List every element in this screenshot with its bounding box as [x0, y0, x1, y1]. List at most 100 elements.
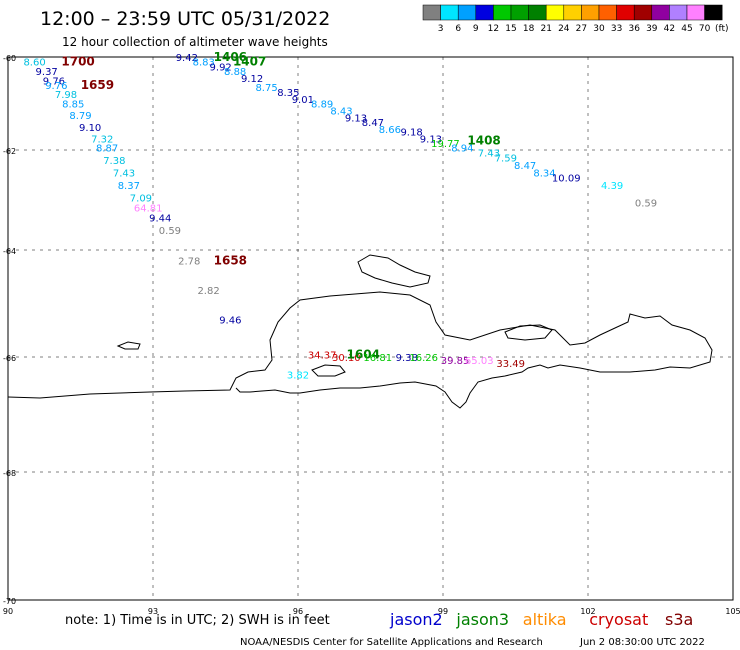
color-scale-tick: 21 [540, 24, 551, 34]
wave-height-value: 9.13 [345, 113, 367, 124]
footer-note: note: 1) Time is in UTC; 2) SWH is in fe… [65, 613, 330, 628]
coastline [7, 254, 713, 409]
track-time-label: 1406 [214, 50, 247, 64]
track-time-label: 1407 [233, 55, 266, 69]
wave-height-value: 9.10 [79, 123, 101, 134]
wave-height-value: 7.38 [103, 156, 125, 167]
wave-height-value: 9.92 [210, 62, 232, 73]
wave-height-value: 8.94 [451, 144, 473, 155]
footer-credit: NOAA/NESDIS Center for Satellite Applica… [240, 637, 543, 648]
color-scale-swatch [704, 4, 723, 21]
map-title: 12:00 – 23:59 UTC 05/31/2022 [40, 8, 330, 30]
wave-height-value: 8.88 [224, 67, 246, 78]
wave-height-value: 8.66 [379, 125, 401, 136]
color-scale-tick: 24 [558, 24, 570, 34]
wave-height-value: 9.12 [241, 74, 263, 85]
wave-height-value: 0.59 [159, 226, 181, 237]
wave-height-value: 10.09 [552, 174, 581, 185]
color-scale-tick: 42 [664, 24, 675, 34]
latitude-label: -62 [3, 147, 16, 156]
wave-height-value: 8.37 [118, 181, 140, 192]
longitude-label: 90 [3, 607, 13, 616]
wave-height-value: 64.81 [134, 204, 163, 215]
legend-entry: s3a [665, 610, 693, 629]
color-scale-swatch [457, 4, 477, 21]
wave-height-value: 8.75 [255, 83, 277, 94]
wave-height-value: 8.89 [311, 100, 333, 111]
coastline-island-4 [311, 364, 346, 377]
color-scale-unit: (ft) [715, 24, 729, 34]
latitude-label: -70 [3, 597, 16, 606]
color-scale-tick: 12 [488, 24, 499, 34]
legend-entry: cryosat [589, 610, 648, 629]
wave-height-value: 7.09 [130, 194, 152, 205]
footer-timestamp: Jun 2 08:30:00 UTC 2022 [579, 637, 705, 648]
wave-height-value: 2.78 [178, 257, 200, 268]
wave-height-value: 33.49 [496, 359, 525, 370]
coastline-island-3 [116, 341, 141, 350]
coastline-island-1 [357, 254, 431, 288]
wave-height-value: 4.39 [601, 181, 623, 192]
wave-height-value: 8.47 [362, 118, 384, 129]
color-scale-swatch [545, 4, 565, 21]
legend-entry: jason2 [389, 610, 443, 629]
wave-height-value: 9.46 [219, 316, 241, 327]
wave-height-value: 8.79 [69, 111, 91, 122]
wave-height-value: 9.44 [149, 214, 171, 225]
latitude-label: -60 [3, 54, 16, 63]
color-scale-bar: 3 6 9 12 15 18 21 24 27 30 33 36 39 42 45 70 [422, 4, 723, 34]
color-scale-swatch [510, 4, 529, 21]
wave-height-value: 16.26 [409, 353, 438, 364]
wave-height-value: 3.82 [287, 370, 309, 381]
longitude-label: 93 [148, 607, 158, 616]
color-scale-swatch [686, 4, 705, 21]
coastline-main [7, 291, 713, 409]
wave-height-value: 39.85 [441, 356, 470, 367]
color-scale-tick: 33 [611, 24, 622, 34]
wave-height-value: 8.47 [514, 161, 536, 172]
color-scale-tick: 18 [523, 24, 535, 34]
wave-height-value: 16.81 [363, 353, 392, 364]
wave-height-value: 7.32 [91, 134, 113, 145]
track-time-label: 1700 [61, 55, 94, 69]
wave-height-value: 9.18 [400, 127, 422, 138]
wave-height-value: 0.59 [635, 199, 657, 210]
wave-height-value: 9.76 [45, 81, 67, 92]
legend-entry: jason3 [455, 610, 509, 629]
map-subtitle: 12 hour collection of altimeter wave hei… [62, 35, 328, 49]
wave-height-value: 7.98 [55, 90, 77, 101]
color-scale-tick: 36 [628, 24, 640, 34]
color-scale-tick: 45 [681, 24, 692, 34]
wave-height-value: 8.60 [23, 58, 45, 69]
color-scale-tick: 70 [699, 24, 711, 34]
color-scale-tick: 15 [505, 24, 516, 34]
color-scale-swatch [669, 4, 688, 21]
coastline-island-2 [504, 324, 553, 341]
wave-height-value: 30.10 [332, 353, 361, 364]
wave-height-value: 8.83 [193, 58, 215, 69]
color-scale-swatch [493, 4, 512, 21]
wave-height-value: 19.77 [431, 139, 460, 150]
color-scale-swatch [651, 4, 670, 21]
wave-height-value: 34.37 [308, 350, 337, 361]
color-scale-swatch [528, 4, 547, 21]
color-scale-swatch [422, 4, 441, 21]
wave-height-value: 2.82 [197, 286, 219, 297]
color-scale-tick: 39 [646, 24, 658, 34]
latitude-label: -68 [3, 469, 16, 478]
track-time-label: 1658 [214, 254, 247, 268]
wave-height-value: 8.34 [533, 169, 555, 180]
color-scale-swatch [598, 4, 617, 21]
track-time-label: 1604 [347, 347, 380, 361]
map-frame [7, 56, 734, 601]
wave-height-value: 8.85 [62, 100, 84, 111]
wave-height-value: 9.42 [176, 53, 198, 64]
longitude-label: 99 [438, 607, 448, 616]
color-scale-swatch [633, 4, 653, 21]
color-scale-tick: 9 [473, 24, 479, 34]
wave-height-value: 7.43 [478, 149, 500, 160]
latitude-label: -64 [3, 247, 16, 256]
wave-height-value: 8.35 [277, 88, 299, 99]
